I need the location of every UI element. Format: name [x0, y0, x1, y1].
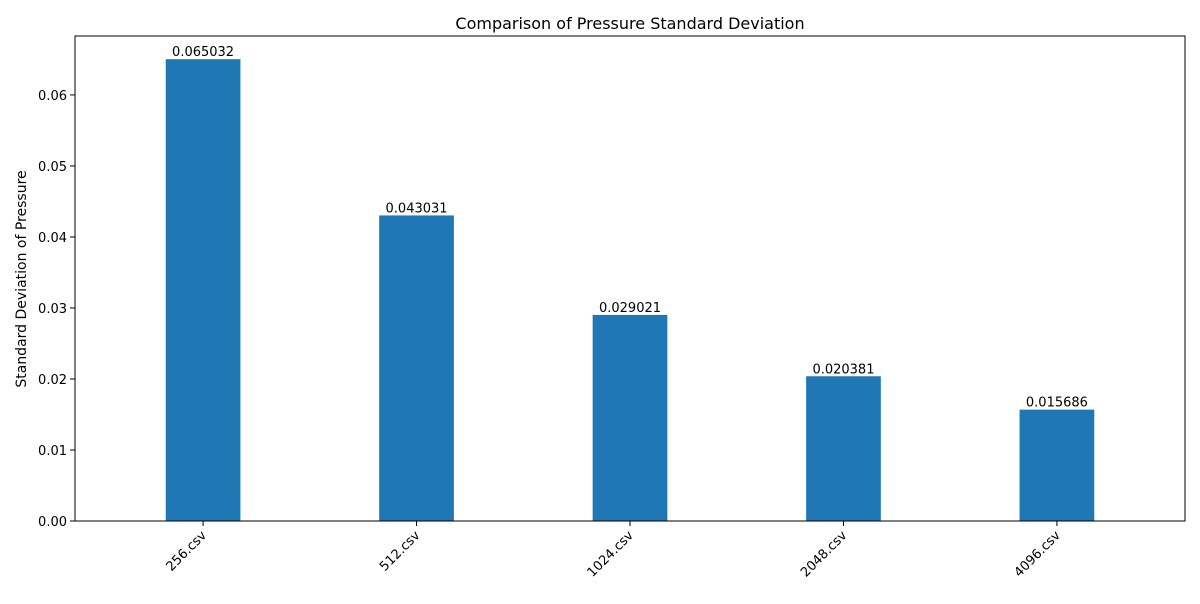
y-tick-label: 0.00: [38, 515, 67, 530]
y-tick-label: 0.03: [38, 302, 67, 317]
bar-256.csv: [165, 59, 241, 522]
bar-2048.csv: [806, 376, 881, 521]
bar-value-label: 0.065032: [172, 45, 234, 60]
y-tick-label: 0.06: [38, 89, 67, 104]
chart-title: Comparison of Pressure Standard Deviatio…: [455, 14, 804, 33]
plot-area: 0.065032 0.043031 0.029021 0.020381 0.015686…: [38, 35, 1186, 580]
x-tick-label: 4096.csv: [1012, 528, 1064, 580]
y-axis-label: Standard Deviation of Pressure: [14, 170, 30, 387]
bar-512.csv: [379, 215, 454, 521]
bar-1024.csv: [592, 314, 668, 521]
bar-value-label: 0.015686: [1026, 396, 1088, 411]
y-tick-label: 0.04: [38, 231, 67, 246]
bar-value-label: 0.020381: [812, 362, 874, 377]
bar-4096.csv: [1019, 409, 1095, 521]
x-tick-label: 1024.csv: [585, 528, 637, 580]
x-tick-label: 512.csv: [377, 528, 424, 575]
y-tick-label: 0.05: [38, 160, 67, 175]
x-tick-label: 2048.csv: [798, 528, 850, 580]
bar-value-label: 0.043031: [386, 201, 448, 216]
y-tick-label: 0.02: [38, 373, 67, 388]
bar-value-label: 0.029021: [599, 301, 661, 316]
x-tick-label: 256.csv: [164, 528, 211, 575]
y-tick-label: 0.01: [38, 444, 67, 459]
